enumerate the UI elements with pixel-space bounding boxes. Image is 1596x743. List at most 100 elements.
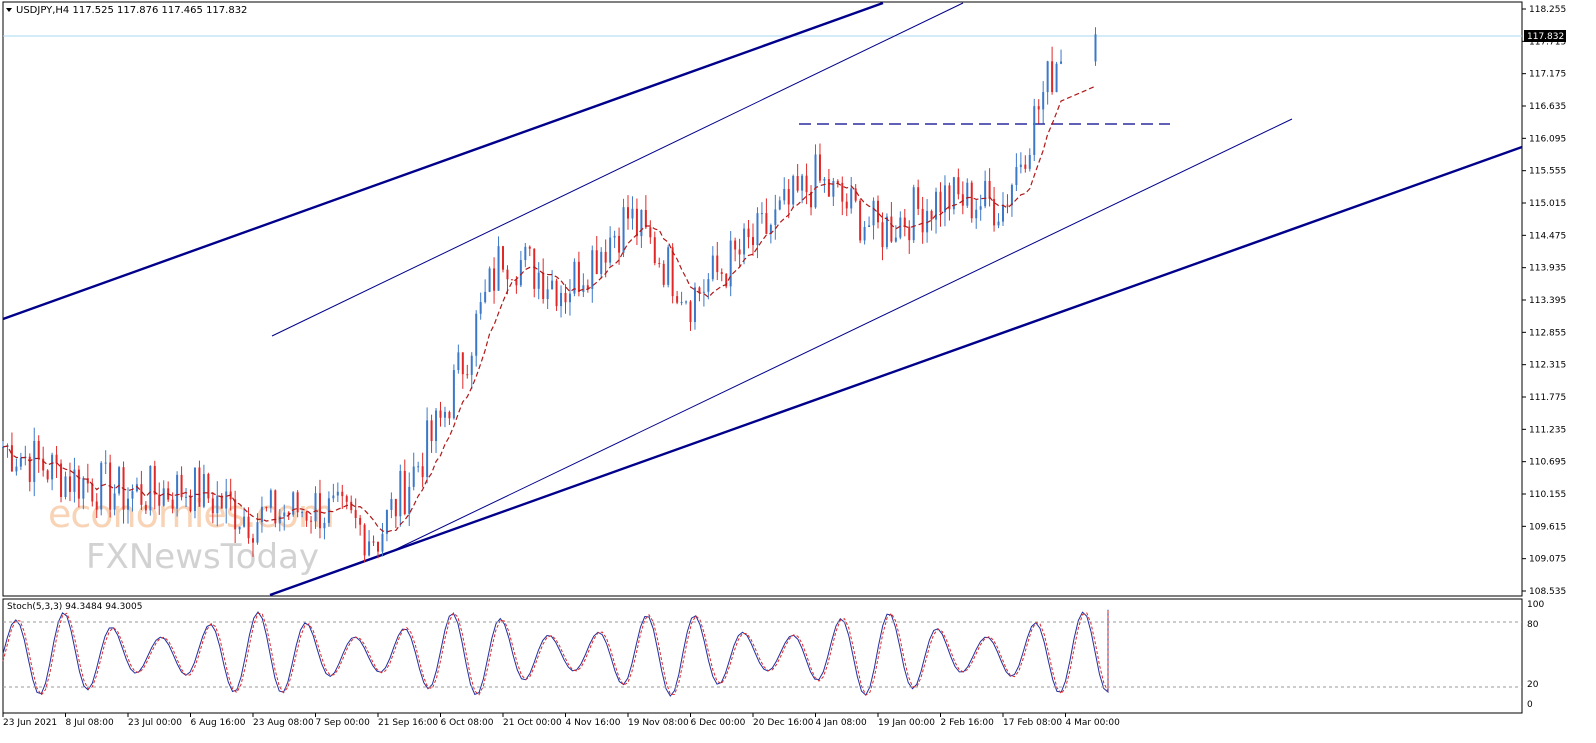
candle-body (1060, 61, 1063, 64)
candle-body (100, 462, 103, 510)
candle-body (60, 463, 63, 498)
candle-body (1046, 61, 1049, 93)
candle-body (372, 541, 375, 543)
candle-body (46, 470, 49, 480)
candle-body (711, 255, 714, 280)
candle-body (140, 484, 143, 505)
candle-body (966, 182, 969, 206)
candle-body (510, 279, 513, 281)
candle-body (667, 247, 670, 285)
candle-body (488, 268, 491, 292)
candle-body (935, 191, 938, 220)
candle-body (412, 466, 415, 487)
time-axis-label: 7 Sep 00:00 (316, 718, 371, 728)
candle-body (202, 474, 205, 507)
candle-body (185, 496, 188, 498)
price-axis-label: 113.395 (1529, 296, 1566, 306)
candle-body (153, 465, 156, 495)
candle-body (778, 200, 781, 210)
candle-body (720, 272, 723, 274)
candle-body (493, 268, 496, 291)
candle-body (868, 225, 871, 227)
candle-body (627, 207, 629, 219)
candle-body (524, 246, 527, 261)
stochastic-lines (2, 609, 1109, 697)
candle-body (64, 476, 67, 498)
stoch-axis-label: 80 (1527, 620, 1539, 630)
candle-body (225, 491, 228, 509)
candle-body (238, 526, 241, 530)
candle-body (82, 478, 85, 499)
candle-body (426, 420, 429, 478)
time-axis-label: 6 Dec 00:00 (691, 718, 746, 728)
candle-body (979, 206, 982, 210)
candle-body (51, 454, 54, 480)
time-axis-label: 19 Jan 00:00 (878, 718, 935, 728)
candle-body (810, 192, 813, 208)
candle-body (930, 210, 933, 220)
stoch-axis-label: 100 (1527, 600, 1544, 610)
candle-body (265, 506, 268, 508)
candle-body (872, 200, 875, 226)
candle-body (301, 512, 304, 514)
candle-body (885, 216, 888, 248)
time-axis-label: 17 Feb 08:00 (1003, 718, 1062, 728)
candle-body (368, 541, 371, 556)
candle-body (600, 251, 603, 275)
candle-body (220, 495, 223, 509)
candle-body (104, 462, 107, 464)
candle-body (943, 185, 946, 213)
candle-body (993, 198, 996, 226)
candle-body (542, 272, 545, 300)
candle-body (970, 182, 973, 219)
candle-body (845, 201, 848, 209)
candle-body (877, 200, 879, 223)
candle-body (457, 352, 460, 371)
candle-body (988, 180, 991, 199)
candle-body (528, 246, 531, 249)
candle-body (118, 467, 121, 494)
stoch-axis: 100 80 20 0 (1527, 600, 1544, 710)
current-price-badge-label: 117.832 (1527, 32, 1564, 42)
candle-body (332, 495, 335, 499)
candle-body (252, 538, 254, 543)
candle-body (618, 235, 621, 253)
candle-body (385, 509, 388, 534)
candle-body (33, 440, 36, 482)
candle-body (193, 467, 196, 511)
outer-channel-upper-line (2, 1, 884, 321)
time-axis-label: 21 Oct 00:00 (503, 718, 562, 728)
stoch-panel (2, 598, 1523, 714)
time-axis-label: 6 Oct 08:00 (441, 718, 494, 728)
candle-body (345, 496, 348, 502)
candle-body (55, 454, 58, 464)
candle-body (144, 504, 147, 511)
candle-body (354, 510, 357, 518)
candle-body (841, 182, 844, 202)
stoch-axis-label: 20 (1527, 680, 1539, 690)
candle-body (394, 499, 397, 517)
time-axis-label: 4 Mar 00:00 (1066, 718, 1121, 728)
price-axis-label: 111.235 (1529, 425, 1566, 435)
candle-body (1051, 61, 1054, 93)
candle-body (390, 499, 393, 510)
candle-body (403, 470, 406, 515)
candle-body (644, 210, 647, 228)
candle-body (957, 177, 960, 195)
collapse-arrow-icon[interactable] (6, 8, 12, 12)
candle-body (1055, 63, 1058, 93)
candle-body (515, 279, 518, 286)
outer-channel-lower-line (269, 145, 1523, 597)
candle-body (127, 498, 129, 510)
candle-body (439, 410, 442, 418)
time-axis-label: 23 Jun 2021 (3, 718, 57, 728)
price-axis-label: 112.315 (1529, 361, 1566, 371)
stoch-title: Stoch(5,3,3) 94.3484 94.3005 (7, 602, 142, 612)
candle-body (484, 291, 487, 303)
candle-body (738, 249, 741, 255)
candle-body (318, 493, 321, 529)
candle-body (832, 180, 835, 197)
candle-body (693, 287, 696, 323)
candle-body (470, 355, 473, 375)
candle-body (680, 302, 683, 304)
